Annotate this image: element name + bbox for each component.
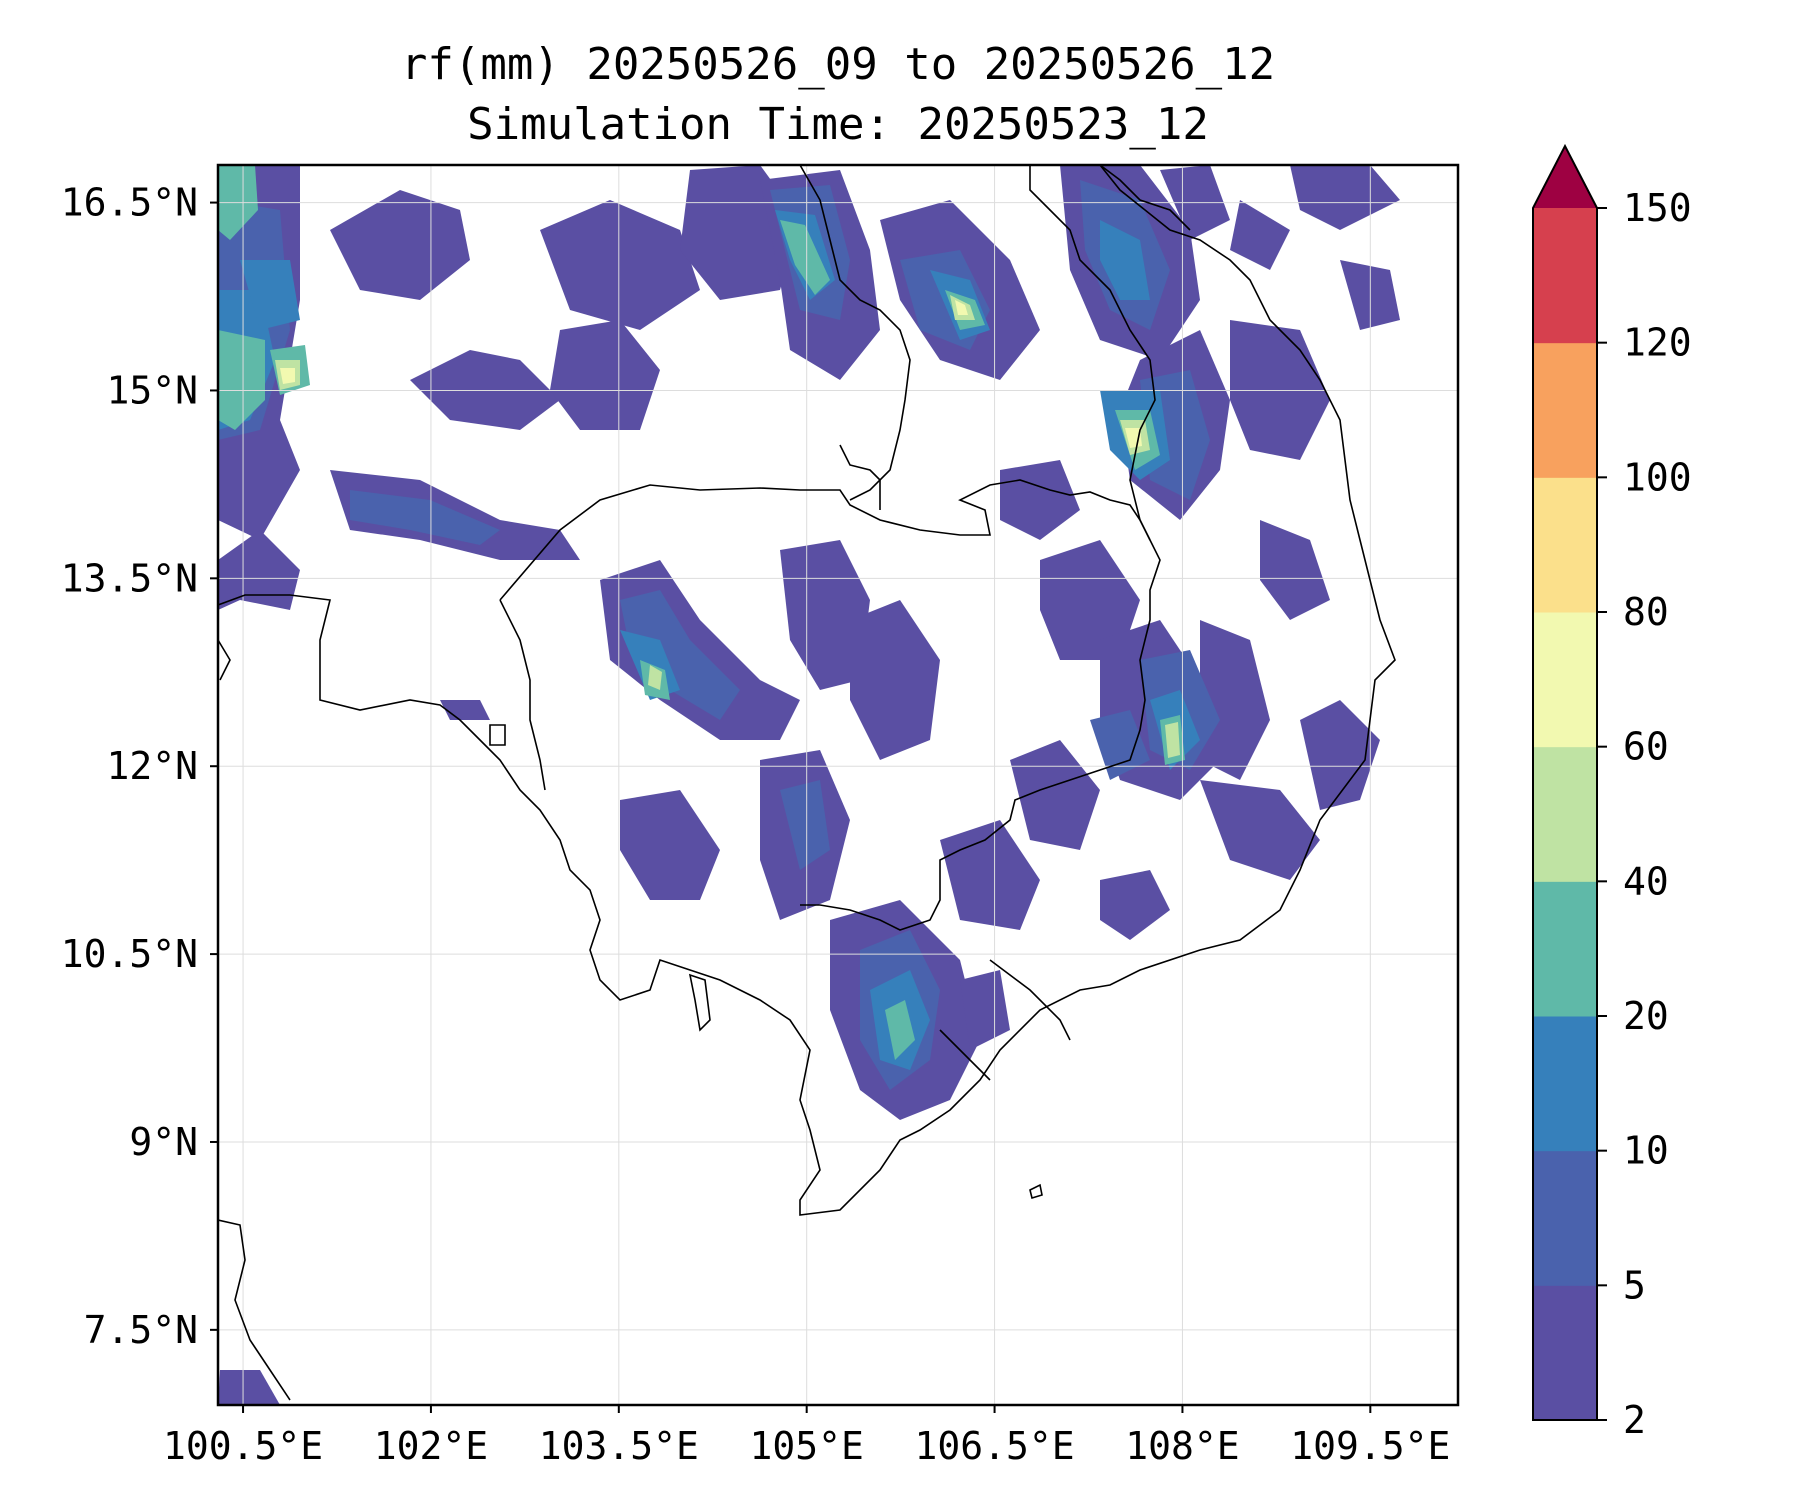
map-subtitle: Simulation Time: 20250523_12: [467, 99, 1209, 150]
y-tick-label: 16.5°N: [61, 181, 198, 225]
x-tick-label: 100.5°E: [163, 1424, 323, 1468]
y-tick-labels: 16.5°N 15°N 13.5°N 12°N 10.5°N 9°N 7.5°N: [61, 181, 218, 1352]
x-tick-label: 103.5°E: [539, 1424, 699, 1468]
y-tick-label: 10.5°N: [61, 932, 198, 976]
x-tick-labels: 100.5°E 102°E 103.5°E 105°E 106.5°E 108°E 109.…: [163, 1405, 1450, 1468]
colorbar-tick-label: 80: [1623, 590, 1669, 634]
colorbar-tick-label: 40: [1623, 859, 1669, 903]
gridlines: [218, 165, 1458, 1405]
colorbar: 2 5 10 20 40 60 80 100 120 150: [1532, 143, 1692, 1442]
y-tick-label: 15°N: [106, 368, 198, 412]
colorbar-tick-label: 20: [1623, 994, 1669, 1038]
colorbar-segment: [1533, 1285, 1597, 1421]
y-tick-label: 13.5°N: [61, 556, 198, 600]
x-tick-label: 109.5°E: [1290, 1424, 1450, 1468]
colorbar-segment: [1533, 208, 1597, 344]
coastlines-and-borders: [218, 165, 1396, 1401]
x-tick-label: 108°E: [1125, 1424, 1239, 1468]
colorbar-extend-arrow: [1533, 146, 1597, 208]
rainfall-field: [218, 165, 1400, 1405]
colorbar-segment: [1533, 746, 1597, 882]
colorbar-outline: [1532, 143, 1598, 1421]
colorbar-tick-label: 120: [1623, 321, 1692, 365]
colorbar-tick-label: 2: [1623, 1398, 1646, 1442]
colorbar-tick-label: 150: [1623, 186, 1692, 230]
map-frame: [216, 163, 1460, 1407]
colorbar-tick-label: 5: [1623, 1263, 1646, 1307]
colorbar-segment: [1533, 612, 1597, 748]
map-title: rf(mm) 20250526_09 to 20250526_12: [400, 39, 1276, 90]
y-tick-label: 12°N: [106, 744, 198, 788]
y-tick-label: 9°N: [129, 1120, 198, 1164]
colorbar-segment: [1533, 342, 1597, 478]
y-tick-label: 7.5°N: [84, 1308, 198, 1352]
colorbar-segment: [1533, 477, 1597, 613]
colorbar-tick-label: 100: [1623, 455, 1692, 499]
x-tick-label: 105°E: [749, 1424, 863, 1468]
colorbar-segment: [1533, 1150, 1597, 1286]
colorbar-segment: [1533, 1016, 1597, 1152]
x-tick-label: 106.5°E: [914, 1424, 1074, 1468]
x-tick-label: 102°E: [374, 1424, 488, 1468]
colorbar-tick-label: 60: [1623, 725, 1669, 769]
colorbar-tick-label: 10: [1623, 1129, 1669, 1173]
colorbar-segment: [1533, 881, 1597, 1017]
